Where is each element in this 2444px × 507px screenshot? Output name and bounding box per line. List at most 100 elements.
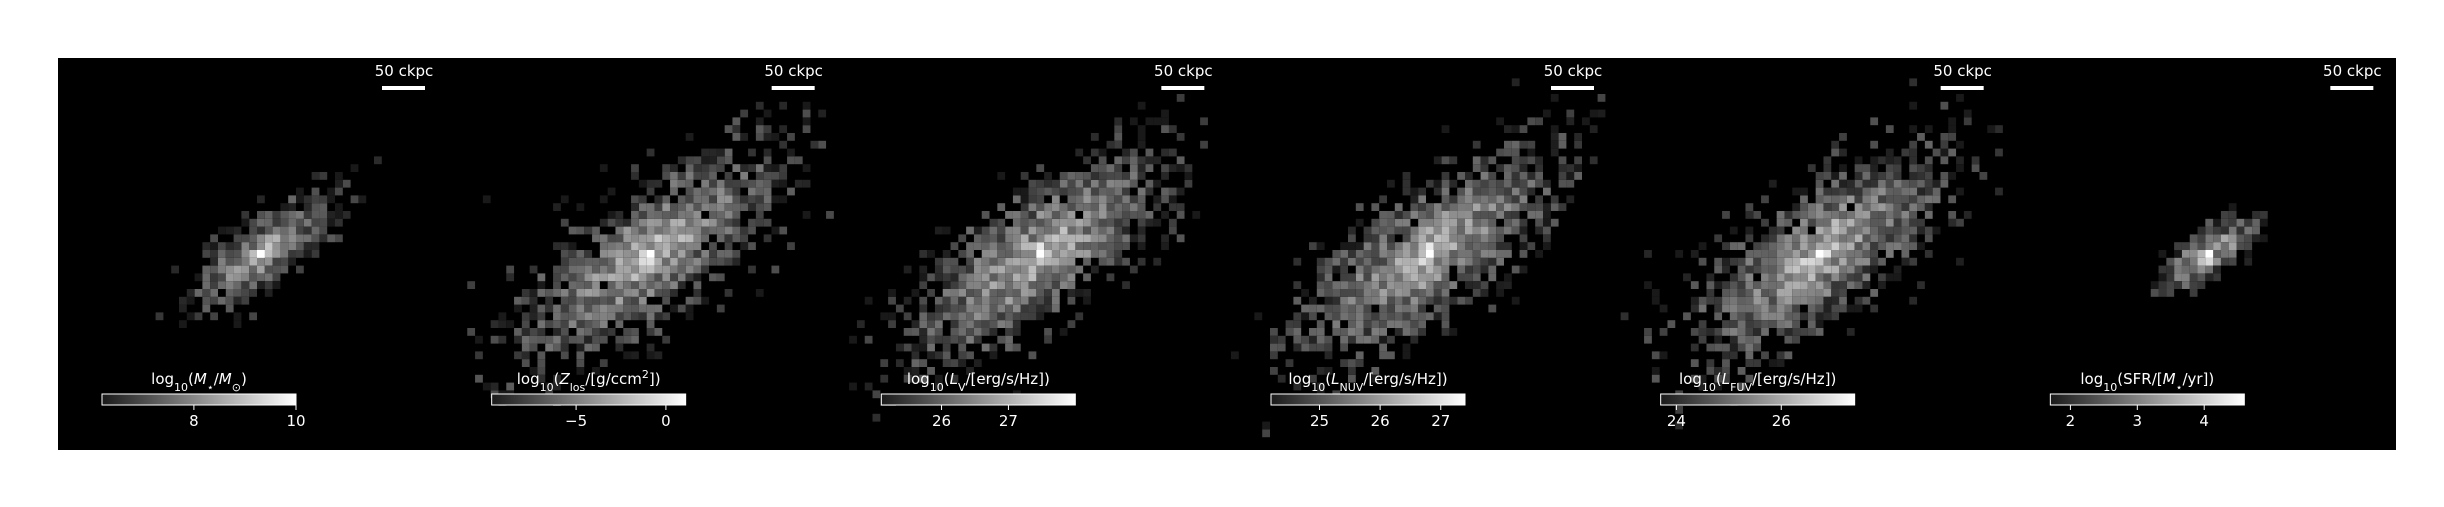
label-part: L	[1331, 370, 1339, 388]
pixel	[1745, 335, 1754, 344]
pixel	[685, 296, 694, 305]
pixel	[1854, 187, 1863, 196]
pixel	[288, 211, 296, 219]
pixel	[685, 312, 694, 321]
pixel	[576, 367, 585, 375]
pixel	[1878, 187, 1886, 196]
pixel	[958, 343, 967, 352]
pixel	[1145, 211, 1154, 219]
pixel	[1184, 172, 1193, 180]
pixel	[1394, 273, 1403, 282]
pixel	[202, 304, 211, 313]
pixel	[997, 304, 1006, 313]
pixel	[607, 312, 616, 321]
pixel	[1574, 172, 1582, 180]
pixel	[1839, 218, 1847, 227]
pixel	[1722, 265, 1730, 274]
pixel	[2220, 250, 2229, 258]
pixel	[1465, 179, 1473, 188]
pixel	[327, 211, 335, 219]
pixel	[1309, 242, 1317, 250]
pixel	[646, 211, 655, 219]
pixel	[553, 320, 561, 328]
pixel	[1776, 359, 1785, 367]
pixel	[1067, 195, 1076, 204]
pixel	[880, 374, 889, 383]
colorbar-tick-label: 24	[1667, 412, 1686, 430]
pixel	[2166, 281, 2175, 289]
pixel	[335, 211, 343, 219]
colorbar-label: log10(LFUV/[erg/s/Hz])	[1679, 370, 1836, 394]
pixel	[716, 234, 725, 243]
pixel	[1137, 242, 1146, 250]
pixel	[755, 203, 764, 211]
pixel	[716, 203, 725, 211]
pixel	[1075, 265, 1084, 274]
pixel	[1901, 203, 1910, 211]
pixel	[1090, 195, 1099, 204]
pixel	[553, 328, 561, 336]
pixel	[677, 195, 686, 204]
pixel	[1348, 304, 1356, 313]
pixel	[1714, 281, 1723, 289]
pixel	[802, 164, 811, 172]
pixel	[1122, 226, 1130, 235]
pixel	[1722, 304, 1730, 313]
pixel	[1379, 312, 1387, 321]
pixel	[685, 179, 694, 188]
pixel	[1550, 203, 1559, 211]
pixel	[748, 148, 756, 157]
pixel	[1036, 312, 1045, 321]
pixel	[888, 312, 896, 321]
pixel	[1815, 211, 1824, 219]
pixel	[1098, 218, 1107, 227]
pixel	[1862, 179, 1871, 188]
pixel	[716, 250, 725, 258]
pixel	[1807, 164, 1816, 172]
pixel	[1098, 156, 1107, 165]
pixel	[1020, 273, 1029, 282]
pixel	[1122, 242, 1130, 250]
pixel	[1800, 296, 1808, 305]
pixel	[1161, 117, 1169, 126]
label-part: ])	[649, 370, 661, 388]
pixel	[1270, 328, 1278, 336]
pixel	[576, 289, 585, 297]
pixel	[709, 242, 717, 250]
pixel	[1441, 125, 1450, 133]
pixel	[1012, 312, 1021, 321]
pixel	[1729, 304, 1738, 313]
pixel	[1745, 351, 1754, 360]
pixel	[1504, 226, 1512, 235]
pixel	[934, 296, 943, 305]
pixel	[1098, 242, 1107, 250]
pixel	[233, 289, 242, 297]
pixel	[919, 250, 928, 258]
pixel	[514, 328, 522, 336]
pixel	[927, 351, 935, 360]
pixel	[1363, 320, 1372, 328]
pixel	[654, 304, 663, 313]
pixel	[927, 250, 935, 258]
pixel	[584, 304, 593, 313]
pixel	[1262, 421, 1270, 430]
pixel	[2213, 257, 2221, 266]
pixel	[202, 289, 211, 297]
pixel	[615, 242, 624, 250]
pixel	[529, 343, 538, 352]
pixel	[1410, 335, 1419, 344]
pixel	[849, 335, 857, 344]
pixel	[989, 351, 998, 360]
pixel	[1745, 273, 1754, 282]
pixel	[2205, 226, 2214, 235]
pixel	[1831, 312, 1840, 321]
pixel	[1753, 211, 1762, 219]
pixel	[724, 203, 733, 211]
pixel	[2244, 226, 2253, 235]
pixel	[1472, 273, 1481, 282]
pixel	[1293, 296, 1302, 305]
pixel	[521, 351, 530, 360]
pixel	[592, 304, 600, 313]
pixel	[685, 265, 694, 274]
pixel	[186, 296, 195, 305]
